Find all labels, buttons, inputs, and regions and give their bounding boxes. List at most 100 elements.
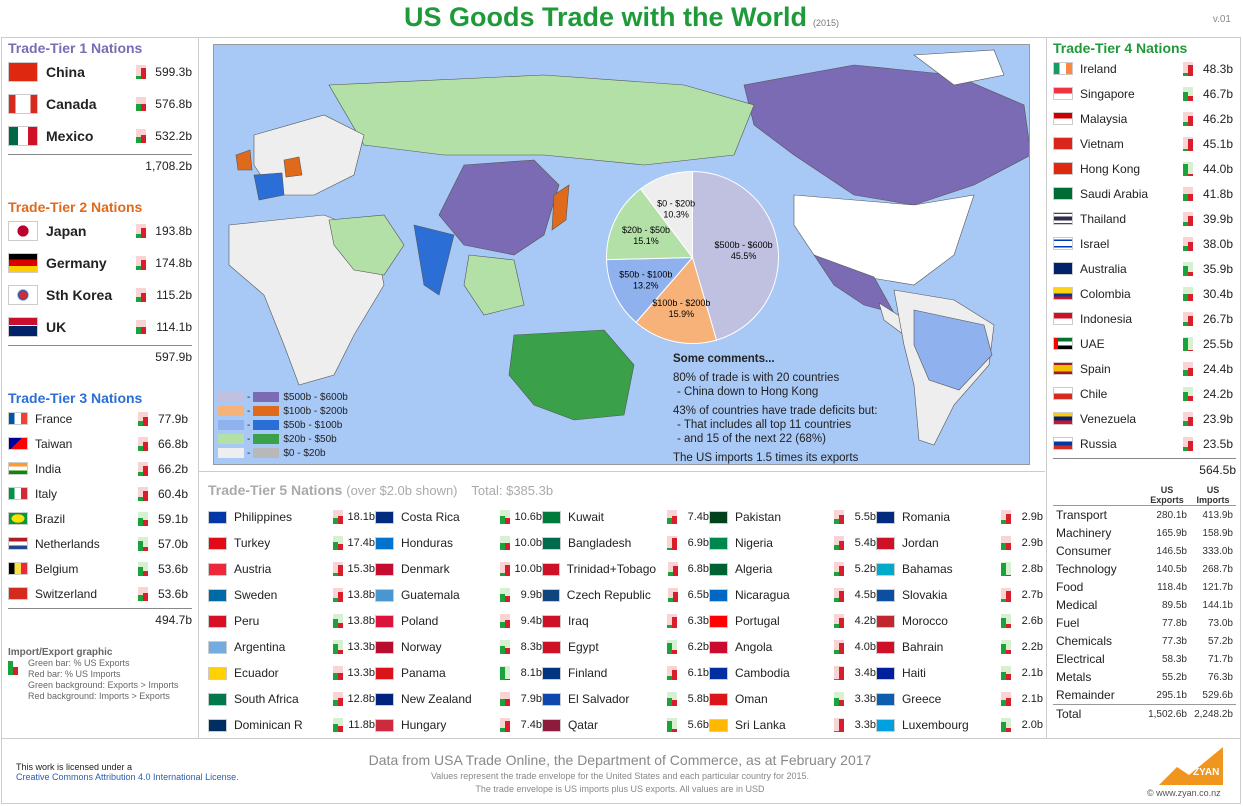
tier2-row[interactable]: Sth Korea 115.2b	[8, 279, 192, 311]
tier5-row[interactable]: Egypt 6.2b	[542, 634, 709, 660]
tier4-row[interactable]: Australia 35.9b	[1053, 256, 1236, 281]
export-bar	[833, 545, 839, 550]
legend-label: $100b - $200b	[283, 405, 348, 417]
tier3-row[interactable]: Brazil 59.1b	[8, 506, 192, 531]
tier5-row[interactable]: Greece 2.1b	[876, 686, 1043, 712]
tier5-row[interactable]: Bangladesh 6.9b	[542, 530, 709, 556]
tier5-row[interactable]: Bahamas 2.8b	[876, 556, 1043, 582]
import-bar	[838, 591, 844, 602]
export-bar	[1000, 672, 1006, 680]
tier5-row[interactable]: Morocco 2.6b	[876, 608, 1043, 634]
tier5-row[interactable]: Czech Republic 6.5b	[542, 582, 709, 608]
country-name: Austria	[233, 562, 272, 576]
tier4-row[interactable]: Chile 24.2b	[1053, 381, 1236, 406]
tier5-row[interactable]: Cambodia 3.4b	[709, 660, 876, 686]
tier5-row[interactable]: Pakistan 5.5b	[709, 504, 876, 530]
tier5-row[interactable]: Costa Rica 10.6b	[375, 504, 542, 530]
tier5-row[interactable]: Philippines 18.1b	[208, 504, 375, 530]
tier5-row[interactable]: Peru 13.8b	[208, 608, 375, 634]
tier4-row[interactable]: Venezuela 23.9b	[1053, 406, 1236, 431]
tier4-row[interactable]: Malaysia 46.2b	[1053, 106, 1236, 131]
license-link[interactable]: Creative Commons Attribution 4.0 Interna…	[16, 772, 239, 782]
tier4-row[interactable]: Ireland 48.3b	[1053, 56, 1236, 81]
tier1-row[interactable]: China 599.3b	[8, 56, 192, 88]
tier5-row[interactable]: Norway 8.3b	[375, 634, 542, 660]
trade-gauge	[1000, 536, 1011, 550]
category-imports: 73.0b	[1207, 617, 1233, 629]
pie-slice-value: 10.3%	[663, 210, 689, 220]
tier5-row[interactable]: Angola 4.0b	[709, 634, 876, 660]
tier5-row[interactable]: Nigeria 5.4b	[709, 530, 876, 556]
trade-gauge	[499, 692, 510, 706]
tier2-row[interactable]: Germany 174.8b	[8, 247, 192, 279]
tier5-row[interactable]: Jordan 2.9b	[876, 530, 1043, 556]
tier5-row[interactable]: Austria 15.3b	[208, 556, 375, 582]
tier5-row[interactable]: Panama 8.1b	[375, 660, 542, 686]
export-bar	[833, 598, 839, 602]
belgium-flag-icon	[8, 562, 28, 575]
tier5-row[interactable]: Dominican R 11.8b	[208, 712, 375, 738]
flag-icon	[542, 666, 561, 680]
tier5-row[interactable]: Algeria 5.2b	[709, 556, 876, 582]
tier4-row[interactable]: Spain 24.4b	[1053, 356, 1236, 381]
tier5-row[interactable]: Qatar 5.6b	[542, 712, 709, 738]
tier5-row[interactable]: Guatemala 9.9b	[375, 582, 542, 608]
tier5-row[interactable]: Nicaragua 4.5b	[709, 582, 876, 608]
export-bar	[1000, 722, 1006, 732]
tier1-row[interactable]: Mexico 532.2b	[8, 120, 192, 152]
tier4-row[interactable]: Indonesia 26.7b	[1053, 306, 1236, 331]
tier3-row[interactable]: France 77.9b	[8, 406, 192, 431]
flag-icon	[542, 562, 560, 576]
tier5-row[interactable]: Sri Lanka 3.3b	[709, 712, 876, 738]
tier5-row[interactable]: Hungary 7.4b	[375, 712, 542, 738]
country-name: India	[35, 461, 62, 476]
tier2-row[interactable]: UK 114.1b	[8, 311, 192, 343]
tier5-row[interactable]: Haiti 2.1b	[876, 660, 1043, 686]
tier5-row[interactable]: Luxembourg 2.0b	[876, 712, 1043, 738]
tier5-row[interactable]: Sweden 13.8b	[208, 582, 375, 608]
tier3-row[interactable]: Netherlands 57.0b	[8, 531, 192, 556]
category-imports: 413.9b	[1190, 505, 1236, 524]
tier5-row[interactable]: Poland 9.4b	[375, 608, 542, 634]
tier4-row[interactable]: Hong Kong 44.0b	[1053, 156, 1236, 181]
export-bar	[833, 519, 839, 524]
tier5-row[interactable]: Oman 3.3b	[709, 686, 876, 712]
tier5-row[interactable]: Ecuador 13.3b	[208, 660, 375, 686]
tier4-row[interactable]: Colombia 30.4b	[1053, 281, 1236, 306]
tier3-row[interactable]: Switzerland 53.6b	[8, 581, 192, 606]
mexico-flag-icon	[8, 126, 38, 146]
tier5-header: Trade-Tier 5 Nations (over $2.0b shown) …	[199, 472, 1045, 498]
trade-gauge	[833, 510, 844, 524]
tier2-row[interactable]: Japan 193.8b	[8, 215, 192, 247]
tier5-row[interactable]: Slovakia 2.7b	[876, 582, 1043, 608]
tier4-row[interactable]: Vietnam 45.1b	[1053, 131, 1236, 156]
tier3-row[interactable]: India 66.2b	[8, 456, 192, 481]
tier5-row[interactable]: Denmark 10.0b	[375, 556, 542, 582]
tier3-row[interactable]: Italy 60.4b	[8, 481, 192, 506]
tier4-row[interactable]: Saudi Arabia 41.8b	[1053, 181, 1236, 206]
tier4-row[interactable]: Thailand 39.9b	[1053, 206, 1236, 231]
tier5-row[interactable]: Kuwait 7.4b	[542, 504, 709, 530]
tier5-row[interactable]: Iraq 6.3b	[542, 608, 709, 634]
tier5-row[interactable]: Honduras 10.0b	[375, 530, 542, 556]
country-value: 6.3b	[687, 615, 709, 627]
tier4-row[interactable]: Israel 38.0b	[1053, 231, 1236, 256]
tier5-row[interactable]: Finland 6.1b	[542, 660, 709, 686]
country-value: 45.1b	[1202, 136, 1233, 151]
tier4-row[interactable]: UAE 25.5b	[1053, 331, 1236, 356]
tier4-row[interactable]: Singapore 46.7b	[1053, 81, 1236, 106]
tier5-row[interactable]: Argentina 13.3b	[208, 634, 375, 660]
tier5-row[interactable]: New Zealand 7.9b	[375, 686, 542, 712]
tier5-row[interactable]: Portugal 4.2b	[709, 608, 876, 634]
tier5-row[interactable]: Bahrain 2.2b	[876, 634, 1043, 660]
tier5-row[interactable]: El Salvador 5.8b	[542, 686, 709, 712]
tier3-row[interactable]: Belgium 53.6b	[8, 556, 192, 581]
tier4-row[interactable]: Russia 23.5b	[1053, 431, 1236, 456]
tier3-row[interactable]: Taiwan 66.8b	[8, 431, 192, 456]
tier5-row[interactable]: Trinidad+Tobago 6.8b	[542, 556, 709, 582]
tier5-row[interactable]: South Africa 12.8b	[208, 686, 375, 712]
category-imports: 158.9b	[1202, 527, 1233, 539]
tier5-row[interactable]: Romania 2.9b	[876, 504, 1043, 530]
tier5-row[interactable]: Turkey 17.4b	[208, 530, 375, 556]
tier1-row[interactable]: Canada 576.8b	[8, 88, 192, 120]
